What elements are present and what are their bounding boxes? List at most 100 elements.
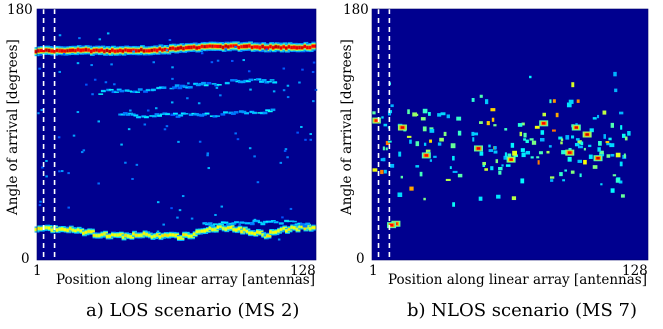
heatmap-cell xyxy=(143,90,148,93)
heatmap-cell xyxy=(271,46,277,50)
heatmap-cell xyxy=(209,115,215,117)
heatmap-cell xyxy=(205,228,211,232)
los-ytick-0: 0 xyxy=(21,251,30,267)
heatmap-plot-area xyxy=(371,9,648,260)
heatmap-cell xyxy=(79,48,85,52)
heatmap-cell xyxy=(238,80,243,84)
heatmap-cell xyxy=(272,90,276,93)
heatmap-cell xyxy=(409,139,412,144)
heatmap-cell xyxy=(259,80,264,83)
nlos-caption: b) NLOS scenario (MS 7) xyxy=(407,300,637,321)
heatmap-cell xyxy=(224,48,228,51)
heatmap-cell xyxy=(380,169,384,175)
plot-frame xyxy=(36,8,317,261)
heatmap-cell xyxy=(258,46,264,50)
heatmap-background xyxy=(372,9,648,260)
heatmap-cell xyxy=(205,223,210,226)
heatmap-cell xyxy=(145,49,151,53)
heatmap-cell xyxy=(550,179,554,182)
heatmap-cell xyxy=(124,161,127,164)
heatmap-cell xyxy=(389,163,395,168)
heatmap-cell xyxy=(169,87,175,90)
heatmap-cell xyxy=(182,233,188,236)
heatmap-cell xyxy=(39,53,43,56)
heatmap-cell xyxy=(552,99,556,103)
heatmap-cell xyxy=(218,223,224,225)
heatmap-cell xyxy=(250,231,256,235)
heatmap-cell xyxy=(243,79,249,83)
heatmap-cell xyxy=(116,49,122,53)
heatmap-cell xyxy=(600,183,603,186)
heatmap-cell xyxy=(383,169,387,174)
heatmap-cell xyxy=(577,159,582,163)
heatmap-hot-spot xyxy=(509,158,513,161)
heatmap-cell xyxy=(205,44,211,48)
heatmap-cell xyxy=(187,86,193,89)
heatmap-cell xyxy=(87,48,93,52)
heatmap-cell xyxy=(437,142,442,146)
heatmap-cell xyxy=(163,128,167,131)
heatmap-cell xyxy=(292,226,298,230)
heatmap-cell xyxy=(429,159,433,162)
heatmap-cell xyxy=(539,138,545,142)
heatmap-cell xyxy=(301,68,304,71)
heatmap-cell xyxy=(580,141,584,146)
heatmap-cell xyxy=(105,48,111,52)
heatmap-cell xyxy=(76,228,82,232)
heatmap-cell xyxy=(176,236,182,240)
heatmap-cell xyxy=(618,180,623,184)
heatmap-cell xyxy=(306,46,311,50)
heatmap-cell xyxy=(154,113,160,116)
heatmap-cell xyxy=(131,177,134,180)
heatmap-cell xyxy=(265,220,271,223)
heatmap-cell xyxy=(583,159,587,165)
heatmap-cell xyxy=(159,113,165,115)
heatmap-cell xyxy=(619,111,624,115)
nlos-y-axis-label: Angle of arrival [degrees] xyxy=(339,39,355,215)
heatmap-cell xyxy=(488,149,494,152)
heatmap-cell xyxy=(142,49,148,53)
heatmap-cell xyxy=(50,228,56,232)
heatmap-cell xyxy=(429,127,434,130)
heatmap-cell xyxy=(429,139,433,143)
heatmap-cell xyxy=(184,233,190,237)
heatmap-cell xyxy=(216,84,222,86)
heatmap-cell xyxy=(111,233,116,236)
heatmap-cell xyxy=(232,228,238,231)
heatmap-cell xyxy=(571,82,575,88)
heatmap-hot-spot xyxy=(568,151,572,154)
heatmap-cell xyxy=(37,49,43,53)
heatmap-cell xyxy=(91,93,94,96)
heatmap-cell xyxy=(180,112,186,115)
heatmap-cell xyxy=(245,44,251,48)
heatmap-cell xyxy=(137,49,143,53)
heatmap-cell xyxy=(445,178,451,181)
heatmap-cell xyxy=(279,228,285,231)
heatmap-cell xyxy=(156,87,162,89)
heatmap-cell xyxy=(479,94,483,98)
heatmap-cell xyxy=(197,102,201,105)
heatmap-cell xyxy=(241,221,247,224)
heatmap-cell xyxy=(150,48,156,52)
heatmap-cell xyxy=(140,234,145,237)
heatmap-cell xyxy=(155,48,161,52)
heatmap-cell xyxy=(127,128,131,131)
heatmap-cell xyxy=(45,175,48,178)
heatmap-cell xyxy=(589,128,594,133)
heatmap-cell xyxy=(211,44,217,48)
heatmap-cell xyxy=(576,99,580,103)
heatmap-cell xyxy=(482,161,486,166)
heatmap-cell xyxy=(192,45,198,49)
heatmap-cell xyxy=(174,47,180,51)
heatmap-cell xyxy=(179,46,185,50)
heatmap-cell xyxy=(583,147,586,151)
heatmap-cell xyxy=(224,227,230,231)
heatmap-cell xyxy=(207,167,211,170)
heatmap-cell xyxy=(198,140,202,143)
heatmap-cell xyxy=(289,220,295,222)
heatmap-cell xyxy=(97,234,103,237)
heatmap-cell xyxy=(163,233,169,237)
heatmap-cell xyxy=(158,86,164,89)
heatmap-cell xyxy=(97,49,103,53)
plot-frame xyxy=(371,8,649,261)
